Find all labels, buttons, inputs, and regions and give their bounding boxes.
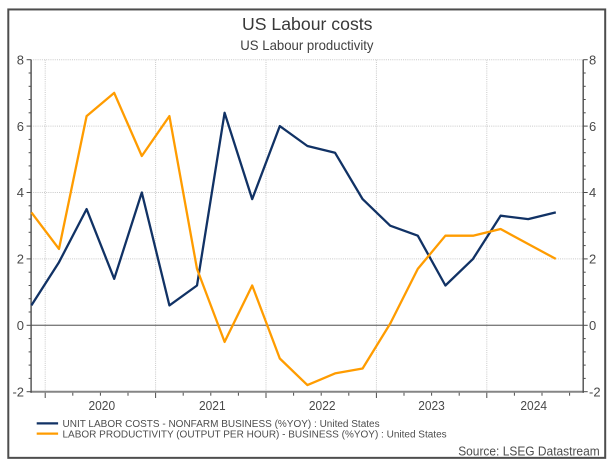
svg-text:2020: 2020 [89, 398, 116, 413]
svg-text:UNIT LABOR COSTS - NONFARM BUS: UNIT LABOR COSTS - NONFARM BUSINESS (%YO… [63, 419, 380, 430]
svg-text:2022: 2022 [309, 398, 336, 413]
svg-text:8: 8 [17, 52, 24, 67]
svg-text:-2: -2 [12, 384, 24, 399]
svg-text:4: 4 [17, 185, 24, 200]
svg-text:6: 6 [17, 119, 24, 134]
svg-text:-2: -2 [589, 384, 601, 399]
svg-text:2021: 2021 [199, 398, 226, 413]
svg-text:Source: LSEG Datastream: Source: LSEG Datastream [458, 445, 600, 459]
svg-text:LABOR PRODUCTIVITY (OUTPUT PER: LABOR PRODUCTIVITY (OUTPUT PER HOUR) - B… [63, 430, 447, 441]
svg-text:2: 2 [17, 252, 24, 267]
svg-text:US Labour costs: US Labour costs [242, 14, 373, 34]
svg-text:0: 0 [589, 318, 596, 333]
svg-text:2023: 2023 [418, 398, 445, 413]
svg-text:2024: 2024 [520, 398, 547, 413]
svg-text:8: 8 [589, 52, 596, 67]
svg-text:US Labour productivity: US Labour productivity [240, 37, 373, 53]
svg-text:2: 2 [589, 252, 596, 267]
svg-text:6: 6 [589, 119, 596, 134]
svg-text:0: 0 [17, 318, 24, 333]
svg-text:4: 4 [589, 185, 596, 200]
